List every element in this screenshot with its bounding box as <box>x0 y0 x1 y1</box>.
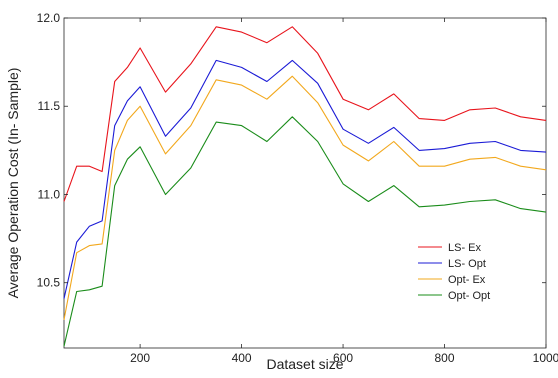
y-tick-label: 12.0 <box>37 11 61 25</box>
x-tick-label: 400 <box>232 351 252 365</box>
legend-label: LS- Ex <box>448 242 482 254</box>
y-tick-label: 10.5 <box>37 276 61 290</box>
x-tick-label: 800 <box>435 351 455 365</box>
x-tick-label: 200 <box>130 351 150 365</box>
legend-label: LS- Opt <box>448 258 486 270</box>
plot-area-frame <box>63 17 547 349</box>
legend: LS- Ex LS- Opt Opt- Ex Opt- Opt <box>418 242 490 302</box>
plot-frame-group <box>63 17 547 349</box>
series-line-opt-ex <box>63 75 547 320</box>
y-tick-label: 11.0 <box>38 187 61 201</box>
series-line-ls-ex <box>63 26 547 202</box>
ticks-group: 200 400 600 800 1000 10.5 11.0 11.5 12.0 <box>37 11 558 365</box>
x-tick-label: 600 <box>333 351 353 365</box>
y-tick-label: 11.5 <box>38 99 61 113</box>
series-line-opt-opt <box>63 116 547 347</box>
x-tick-label: 1000 <box>533 351 558 365</box>
legend-label: Opt- Opt <box>448 290 490 302</box>
series-line-ls-opt <box>63 59 547 299</box>
y-axis-label: Average Operation Cost (In- Sample) <box>5 68 21 299</box>
legend-label: Opt- Ex <box>448 274 486 286</box>
series-group <box>63 26 547 347</box>
x-axis-label: Dataset size <box>266 356 343 372</box>
